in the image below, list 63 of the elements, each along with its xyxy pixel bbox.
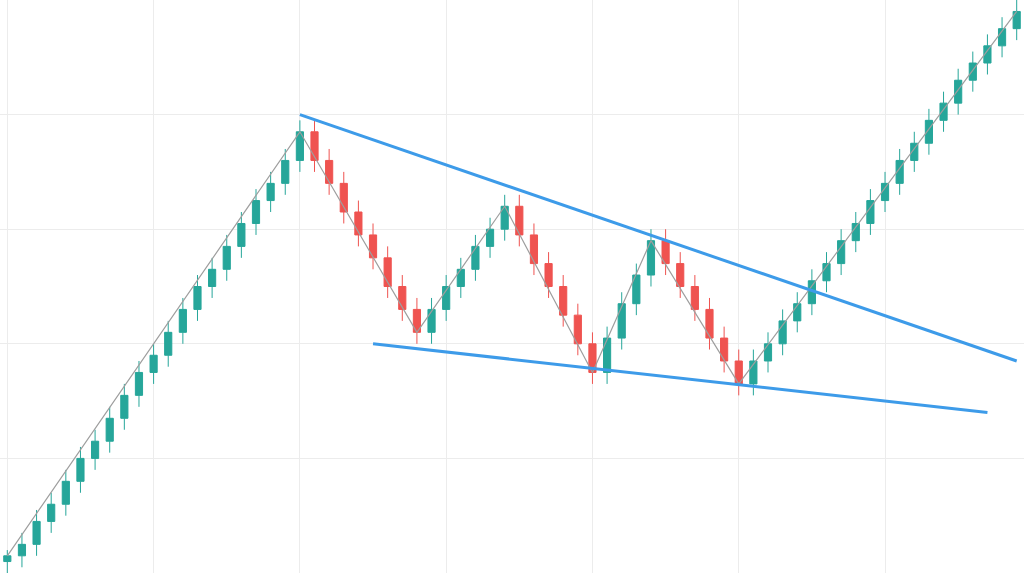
candlestick [266, 171, 275, 213]
candlestick [76, 446, 85, 494]
candlestick [105, 406, 114, 454]
candlestick [325, 148, 334, 196]
candlestick [954, 68, 963, 116]
candlestick [720, 326, 729, 373]
candlestick [1012, 0, 1021, 41]
candlestick [17, 532, 27, 568]
candlestick [368, 222, 378, 270]
candlestick [895, 148, 904, 196]
candlestick [398, 274, 407, 322]
candlestick [866, 188, 875, 236]
candlestick [793, 291, 802, 333]
candlestick [383, 245, 392, 299]
candlestick [910, 131, 919, 173]
candlestick [676, 251, 685, 299]
candlestick [705, 297, 714, 351]
candlestick [471, 234, 480, 282]
candlestick [354, 200, 363, 247]
candlestick [222, 234, 231, 282]
candlestick [3, 549, 12, 573]
candlestick [149, 343, 158, 385]
candlestick [134, 360, 144, 408]
candlestick [573, 303, 582, 356]
candlestick [559, 274, 568, 328]
candlestick [120, 383, 129, 431]
candlestick [208, 257, 217, 299]
candlestick [295, 119, 304, 173]
candlestick [427, 297, 436, 345]
candlestick [544, 251, 553, 299]
candlestick [924, 108, 933, 156]
candlestick [193, 274, 202, 322]
candlestick [690, 274, 699, 322]
candlestick [968, 51, 977, 93]
candlestick [632, 263, 641, 316]
candlestick [997, 16, 1007, 58]
candlestick [47, 492, 56, 534]
candlestick [646, 228, 656, 287]
candlestick [661, 228, 670, 276]
candlestick [500, 194, 509, 242]
candlestick [251, 188, 261, 236]
candlestick [456, 257, 465, 299]
candlestick [837, 228, 846, 276]
candlestick [851, 211, 860, 253]
candlestick [237, 211, 246, 259]
candlestick [763, 331, 773, 373]
candlestick [778, 308, 787, 356]
candlestick [880, 171, 890, 213]
candlestick [164, 320, 173, 368]
candlestick [515, 194, 524, 247]
candlestick [32, 509, 41, 557]
candlestick [822, 251, 831, 293]
candlestick [529, 222, 539, 276]
candlestick [485, 217, 495, 259]
candlestick [310, 119, 319, 173]
candlestick [412, 297, 421, 345]
candlestick [281, 148, 290, 196]
candlestick [749, 349, 758, 396]
candlestick [339, 171, 348, 224]
candlestick [617, 291, 626, 351]
candlestick [442, 274, 451, 322]
candlestick [178, 297, 187, 345]
candlestick [91, 429, 100, 471]
